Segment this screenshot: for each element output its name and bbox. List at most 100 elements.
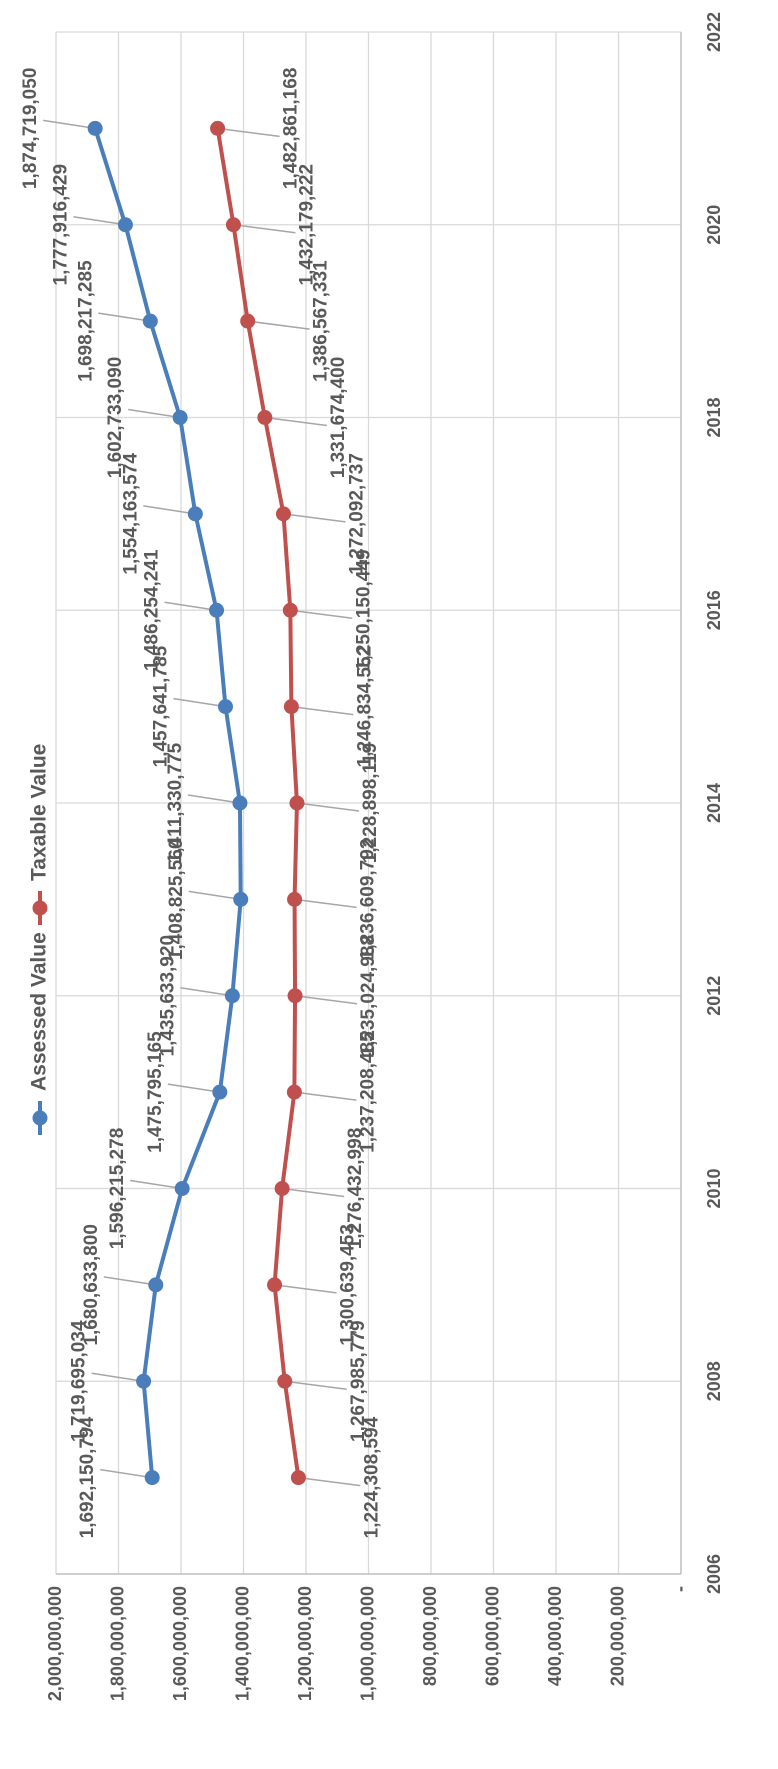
data-label: 1,435,633,920 — [157, 935, 178, 1057]
data-label: 1,386,567,331 — [311, 260, 332, 382]
leader-line — [296, 802, 360, 812]
data-label: 1,680,633,800 — [81, 1224, 102, 1346]
leader-line — [180, 987, 233, 997]
legend-label: Taxable Value — [28, 744, 51, 881]
data-label: 1,300,639,453 — [338, 1224, 359, 1346]
year-tick-label: 2018 — [704, 397, 724, 437]
leader-line — [100, 1468, 153, 1479]
data-label: 1,457,641,785 — [151, 645, 172, 767]
leader-line — [283, 513, 346, 523]
year-tick-label: 2006 — [704, 1554, 724, 1594]
leader-line — [298, 1476, 361, 1487]
value-tick-label: 1,600,000,000 — [170, 1586, 190, 1701]
leader-line — [294, 995, 358, 1005]
year-tick-label: 2014 — [704, 783, 724, 823]
leader-line — [91, 1372, 144, 1382]
year-tick-label: 2022 — [704, 12, 724, 52]
leader-line — [233, 224, 296, 234]
data-point — [267, 1277, 283, 1293]
value-tick-label: 1,200,000,000 — [295, 1586, 315, 1701]
leader-line — [164, 601, 217, 611]
data-label: 1,237,208,485 — [357, 1031, 378, 1153]
data-point — [290, 1470, 306, 1486]
value-tick-label: 1,000,000,000 — [357, 1586, 377, 1701]
data-point — [142, 313, 158, 329]
year-tick-label: 2008 — [704, 1361, 724, 1401]
data-point — [283, 699, 299, 715]
legend-entry: Taxable Value — [28, 744, 51, 925]
tick-labels: 2006 2008 2010 2012 2014 2016 2018 2020 2022 - 200… — [45, 12, 724, 1701]
value-tick-label: 800,000,000 — [420, 1586, 440, 1686]
year-tick-label: 2012 — [704, 976, 724, 1016]
leader-lines — [43, 119, 361, 1487]
data-label: 1,228,898,119 — [360, 743, 381, 863]
leader-line — [143, 505, 196, 515]
data-point — [274, 1181, 290, 1196]
leader-line — [128, 408, 181, 419]
data-label: 1,224,308,594 — [361, 1416, 382, 1538]
legend-swatch-marker — [32, 900, 48, 916]
data-label: 1,486,254,241 — [142, 549, 163, 671]
data-label: 1,331,674,400 — [328, 357, 349, 479]
data-labels: 1,692,150,7941,719,695,0341,680,633,8001… — [20, 68, 382, 1539]
data-point — [117, 217, 133, 233]
leader-line — [291, 705, 354, 716]
data-label: 1,602,733,090 — [105, 357, 126, 479]
data-point — [187, 506, 203, 522]
legend-label: Assessed Value — [28, 932, 51, 1091]
leader-line — [43, 119, 96, 130]
value-tick-label: 400,000,000 — [545, 1586, 565, 1686]
data-label: 1,874,719,050 — [20, 68, 41, 190]
data-label: 1,777,916,429 — [50, 164, 71, 286]
data-point — [212, 1084, 228, 1100]
data-label: 1,719,695,034 — [69, 1320, 90, 1442]
data-point — [217, 699, 233, 715]
legend: Assessed Value Taxable Value — [28, 744, 51, 1135]
value-tick-label: 200,000,000 — [607, 1586, 627, 1686]
data-label: 1,432,179,222 — [296, 164, 317, 286]
leader-line — [167, 1083, 220, 1093]
data-point — [286, 1084, 302, 1100]
leader-line — [130, 1179, 183, 1190]
data-point — [225, 217, 241, 233]
leader-line — [217, 127, 280, 138]
leader-line — [73, 216, 126, 226]
data-label: 1,236,609,792 — [358, 839, 379, 961]
data-point — [277, 1373, 293, 1389]
data-point — [232, 795, 248, 811]
year-tick-label: 2016 — [704, 590, 724, 630]
data-label: 1,554,163,574 — [120, 453, 141, 575]
leader-line — [188, 890, 241, 901]
gridlines — [55, 31, 681, 1574]
data-label: 1,235,024,988 — [358, 935, 379, 1057]
leader-line — [274, 1284, 337, 1294]
axes — [56, 32, 682, 1575]
data-point — [209, 602, 225, 618]
data-point — [282, 602, 298, 618]
data-point — [224, 988, 240, 1004]
legend-entry: Assessed Value — [28, 932, 51, 1135]
year-tick-label: 2010 — [704, 1168, 724, 1208]
year-tick-label: 2020 — [704, 205, 724, 245]
leader-line — [187, 794, 241, 804]
leader-line — [98, 312, 151, 322]
value-tick-label: 1,400,000,000 — [232, 1586, 252, 1701]
data-point — [144, 1470, 160, 1486]
data-label: 1,276,432,998 — [345, 1128, 366, 1250]
data-label: 1,272,092,737 — [346, 453, 367, 575]
leader-line — [103, 1276, 156, 1286]
data-label: 1,596,215,278 — [107, 1128, 128, 1250]
data-point — [136, 1373, 152, 1389]
value-tick-label: - — [670, 1586, 690, 1592]
value-tick-label: 600,000,000 — [482, 1586, 502, 1686]
data-point — [287, 988, 303, 1004]
data-label: 1,482,861,168 — [281, 68, 302, 190]
data-point — [240, 313, 256, 329]
data-label: 1,408,825,560 — [166, 839, 187, 961]
leader-line — [247, 320, 310, 330]
data-label: 1,692,150,794 — [77, 1416, 98, 1538]
leader-line — [284, 1380, 347, 1390]
value-tick-label: 1,800,000,000 — [107, 1586, 127, 1701]
data-point — [172, 410, 188, 425]
